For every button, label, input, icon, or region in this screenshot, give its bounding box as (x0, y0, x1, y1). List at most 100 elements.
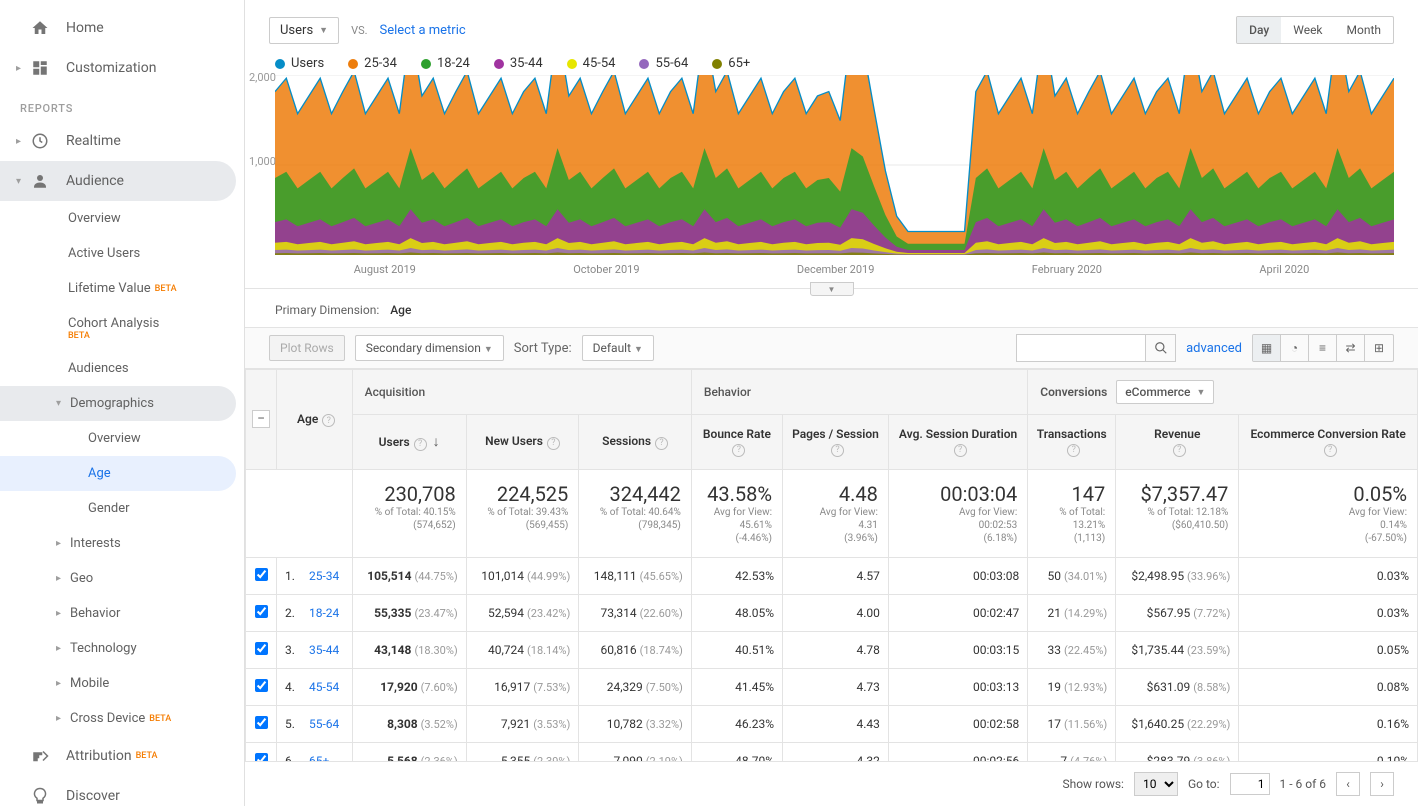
row-index: 1. (285, 569, 303, 583)
row-checkbox[interactable] (255, 753, 268, 762)
view-table-icon[interactable]: ▦ (1253, 335, 1281, 361)
dimension-link[interactable]: 45-54 (309, 680, 339, 694)
sort-type-dropdown[interactable]: Default ▼ (582, 335, 654, 361)
col-bounce[interactable]: Bounce Rate (703, 427, 771, 441)
metric-selector-label: Users (280, 23, 313, 38)
secondary-dimension-dropdown[interactable]: Secondary dimension ▼ (355, 335, 504, 361)
clock-icon (30, 131, 50, 151)
help-icon[interactable]: ? (954, 444, 967, 457)
legend-item[interactable]: 45-54 (567, 56, 616, 71)
nav-behavior[interactable]: ▸Behavior (0, 596, 244, 631)
nav-audiences[interactable]: Audiences (0, 351, 244, 386)
dimension-link[interactable]: 25-34 (309, 569, 339, 583)
legend-item[interactable]: Users (275, 56, 324, 71)
nav-home[interactable]: Home (0, 8, 244, 48)
col-users[interactable]: Users (379, 435, 410, 449)
dimension-link[interactable]: 35-44 (309, 643, 339, 657)
nav-demographics[interactable]: ▾Demographics (0, 386, 236, 421)
table-row: 5. 55-64 8,308 (3.52%) 7,921 (3.53%) 10,… (246, 705, 1418, 742)
nav-technology[interactable]: ▸Technology (0, 631, 244, 666)
search-button[interactable] (1146, 334, 1176, 362)
legend-label: 65+ (728, 56, 750, 71)
row-checkbox[interactable] (255, 642, 268, 655)
collapse-all-button[interactable]: − (252, 410, 270, 428)
help-icon[interactable]: ? (414, 438, 427, 451)
row-checkbox[interactable] (255, 679, 268, 692)
beta-badge: BETA (136, 751, 158, 761)
view-comparison-icon[interactable]: ⇄ (1337, 335, 1365, 361)
legend-item[interactable]: 35-44 (494, 56, 543, 71)
col-pages[interactable]: Pages / Session (792, 427, 879, 441)
customization-icon (30, 58, 50, 78)
dimension-link[interactable]: 65+ (309, 754, 329, 762)
legend-item[interactable]: 55-64 (639, 56, 688, 71)
stacked-area-chart[interactable] (275, 75, 1394, 255)
nav-demo-age[interactable]: Age (0, 456, 236, 491)
next-page-button[interactable]: › (1370, 772, 1394, 796)
col-new-users[interactable]: New Users (485, 434, 543, 448)
help-icon[interactable]: ? (322, 414, 335, 427)
nav-cross-device[interactable]: ▸Cross DeviceBETA (0, 701, 244, 736)
beta-badge: BETA (149, 714, 171, 724)
nav-cohort[interactable]: Cohort AnalysisBETA (0, 306, 244, 351)
nav-customization[interactable]: ▸ Customization (0, 48, 244, 88)
legend-item[interactable]: 18-24 (421, 56, 470, 71)
dimension-link[interactable]: 18-24 (309, 606, 339, 620)
col-duration[interactable]: Avg. Session Duration (899, 427, 1017, 441)
nav-realtime[interactable]: ▸ Realtime (0, 121, 244, 161)
nav-attribution[interactable]: AttributionBETA (0, 736, 244, 776)
time-day[interactable]: Day (1237, 17, 1281, 43)
expand-chart-handle[interactable]: ▼ (810, 282, 854, 296)
view-pie-icon[interactable]: ◔ (1281, 335, 1309, 361)
help-icon[interactable]: ? (547, 437, 560, 450)
nav-mobile[interactable]: ▸Mobile (0, 666, 244, 701)
nav-interests[interactable]: ▸Interests (0, 526, 244, 561)
col-sessions[interactable]: Sessions (602, 434, 651, 448)
search-input[interactable] (1016, 334, 1146, 362)
help-icon[interactable]: ? (1067, 444, 1080, 457)
col-revenue[interactable]: Revenue (1154, 427, 1200, 441)
advanced-link[interactable]: advanced (1186, 341, 1242, 356)
nav-demo-gender[interactable]: Gender (0, 491, 244, 526)
prev-page-button[interactable]: ‹ (1336, 772, 1360, 796)
nav-geo[interactable]: ▸Geo (0, 561, 244, 596)
metric-selector[interactable]: Users ▼ (269, 17, 339, 44)
nav-lifetime-value[interactable]: Lifetime ValueBETA (0, 271, 244, 306)
nav-active-users[interactable]: Active Users (0, 236, 244, 271)
col-trans[interactable]: Transactions (1037, 427, 1107, 441)
row-checkbox[interactable] (255, 716, 268, 729)
legend-item[interactable]: 65+ (712, 56, 750, 71)
help-icon[interactable]: ? (1173, 444, 1186, 457)
help-icon[interactable]: ? (732, 444, 745, 457)
nav-audience[interactable]: ▾ Audience (0, 161, 236, 201)
time-week[interactable]: Week (1281, 17, 1334, 43)
group-behavior: Behavior (691, 370, 1027, 415)
row-checkbox[interactable] (255, 605, 268, 618)
col-ecr[interactable]: Ecommerce Conversion Rate (1251, 427, 1406, 441)
legend-dot (275, 59, 285, 69)
select-metric-link[interactable]: Select a metric (380, 23, 466, 38)
legend-dot (567, 59, 577, 69)
help-icon[interactable]: ? (1324, 444, 1337, 457)
table-controls: Plot Rows Secondary dimension ▼ Sort Typ… (245, 327, 1418, 369)
nav-demo-overview[interactable]: Overview (0, 421, 244, 456)
conversions-selector[interactable]: eCommerce▼ (1116, 380, 1214, 404)
legend-label: Users (291, 56, 324, 71)
view-pivot-icon[interactable]: ⊞ (1365, 335, 1393, 361)
chevron-down-icon: ▼ (319, 25, 328, 36)
help-icon[interactable]: ? (655, 437, 668, 450)
time-month[interactable]: Month (1335, 17, 1393, 43)
dimension-link[interactable]: 55-64 (309, 717, 339, 731)
group-conversions: Conversions eCommerce▼ (1028, 370, 1418, 415)
rows-per-page-select[interactable]: 10 (1134, 772, 1178, 796)
lightbulb-icon (30, 786, 50, 806)
row-checkbox[interactable] (255, 568, 268, 581)
help-icon[interactable]: ? (831, 444, 844, 457)
view-performance-icon[interactable]: ≡ (1309, 335, 1337, 361)
beta-badge: BETA (68, 331, 228, 341)
legend-item[interactable]: 25-34 (348, 56, 397, 71)
nav-overview[interactable]: Overview (0, 201, 244, 236)
nav-discover[interactable]: Discover (0, 776, 244, 806)
person-icon (30, 171, 50, 191)
goto-input[interactable] (1230, 773, 1270, 795)
